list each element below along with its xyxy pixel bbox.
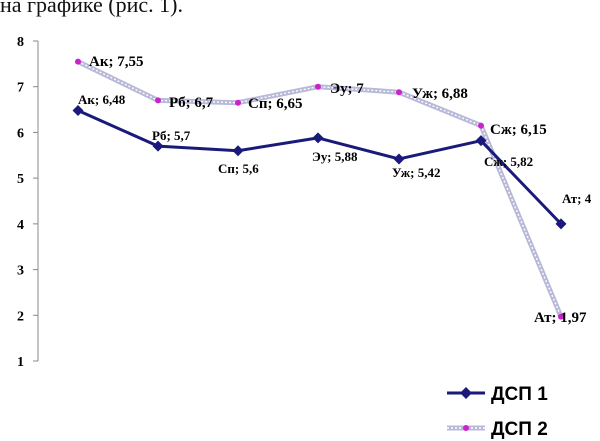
series-layer bbox=[72, 58, 567, 320]
y-tick-label: 5 bbox=[17, 172, 24, 187]
legend: ДСП 1 ДСП 2 bbox=[447, 384, 548, 440]
dsp2-point-Ак bbox=[75, 58, 81, 65]
caption-text: на графике (рис. 1). bbox=[0, 0, 183, 17]
data-labels: Ак; 6,48 Рб; 5,7 Сп; 5,6 Эу; 5,88 Уж; 5,42 Сж… bbox=[78, 54, 592, 326]
dsp1-data-label: Уж; 5,42 bbox=[392, 165, 440, 180]
dsp1-point-Ак bbox=[72, 104, 84, 116]
legend-label-dsp2: ДСП 2 bbox=[491, 419, 548, 440]
dsp2-data-label: Рб; 6,7 bbox=[169, 95, 214, 111]
series-line-dsp2 bbox=[76, 59, 564, 318]
dsp2-point-Рб bbox=[155, 97, 161, 104]
dsp2-point-Эу bbox=[315, 83, 321, 90]
dsp2-data-label: Ак; 7,55 bbox=[89, 54, 143, 70]
y-tick-label: 4 bbox=[17, 218, 24, 233]
dsp1-data-label: Ат; 4 bbox=[562, 191, 592, 206]
dsp1-point-Эу bbox=[312, 132, 324, 144]
dsp2-point-Ат bbox=[558, 313, 564, 320]
dsp1-point-Уж bbox=[393, 153, 405, 165]
legend-marker-dsp2 bbox=[463, 425, 469, 431]
y-tick-label: 6 bbox=[17, 126, 24, 141]
dsp2-data-label: Эу; 7 bbox=[330, 81, 364, 97]
dsp1-data-label: Эу; 5,88 bbox=[312, 149, 358, 164]
dsp1-data-label: Сж; 5,82 bbox=[484, 154, 533, 169]
dsp1-point-Сп bbox=[232, 145, 244, 157]
y-tick-label: 7 bbox=[17, 81, 24, 96]
dsp2-data-label: Уж; 6,88 bbox=[412, 86, 468, 102]
y-tick-label: 8 bbox=[17, 35, 24, 50]
y-tick-label: 3 bbox=[17, 264, 24, 279]
dsp2-point-Уж bbox=[396, 89, 402, 96]
dsp1-data-label: Сп; 5,6 bbox=[218, 161, 259, 176]
y-tick-label: 1 bbox=[17, 355, 24, 370]
dsp2-point-Сп bbox=[235, 99, 241, 106]
dsp1-data-label: Рб; 5,7 bbox=[152, 128, 191, 143]
legend-marker-dsp1 bbox=[460, 387, 472, 399]
dsp1-point-Рб bbox=[152, 140, 164, 152]
dsp2-point-Сж bbox=[478, 122, 484, 129]
series-line-dsp2-texture bbox=[77, 60, 562, 317]
y-tick-label: 2 bbox=[17, 309, 24, 324]
legend-label-dsp1: ДСП 1 bbox=[491, 384, 548, 405]
dsp1-point-Сж bbox=[475, 135, 487, 147]
dsp2-data-label: Сп; 6,65 bbox=[248, 96, 302, 112]
y-axis: 1 2 3 4 5 6 7 8 bbox=[17, 35, 39, 370]
dsp1-point-Ат bbox=[555, 218, 567, 230]
dsp2-data-label: Ат; 1,97 bbox=[534, 310, 587, 326]
dsp2-data-label: Сж; 6,15 bbox=[490, 122, 547, 138]
dsp1-data-label: Ак; 6,48 bbox=[78, 92, 126, 107]
